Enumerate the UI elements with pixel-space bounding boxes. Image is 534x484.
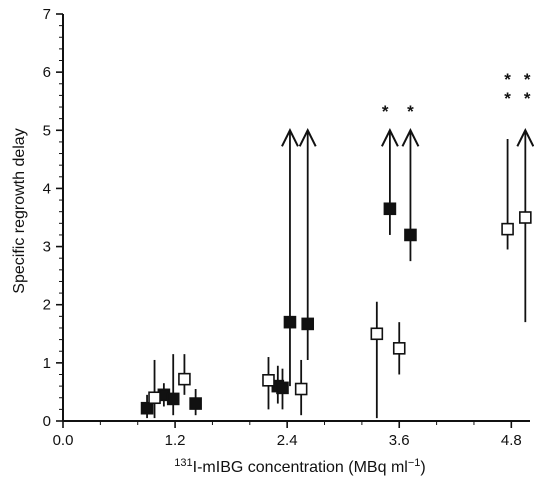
filled-square-marker bbox=[383, 202, 397, 216]
open-square-marker bbox=[178, 372, 191, 386]
open-square-marker bbox=[519, 211, 532, 224]
x-tick-label: 1.2 bbox=[165, 432, 186, 449]
x-axis-title-main: I-mIBG concentration (MBq ml bbox=[193, 459, 408, 476]
x-tick-label: 3.6 bbox=[389, 432, 410, 449]
filled-square-marker bbox=[166, 392, 180, 406]
x-axis-title-close: ) bbox=[420, 459, 425, 476]
y-tick-label: 3 bbox=[43, 239, 51, 256]
x-axis-title-prefix: 131 bbox=[174, 457, 192, 469]
filled-square-marker bbox=[140, 401, 154, 415]
y-tick-label: 6 bbox=[43, 64, 51, 81]
x-axis-title-exponent: −1 bbox=[408, 457, 421, 469]
x-axis-title: 131I-mIBG concentration (MBq ml−1) bbox=[174, 457, 425, 476]
significance-star: * bbox=[504, 89, 511, 108]
filled-square-marker bbox=[189, 397, 202, 410]
filled-square-marker bbox=[283, 315, 297, 329]
arrow-head bbox=[516, 128, 534, 147]
significance-star: * bbox=[407, 102, 414, 121]
significance-star: * bbox=[382, 102, 389, 121]
significance-star: * bbox=[524, 70, 531, 89]
y-tick-label: 2 bbox=[43, 297, 51, 314]
arrow-head bbox=[298, 128, 317, 147]
open-square-marker bbox=[392, 342, 406, 355]
significance-star: * bbox=[524, 89, 531, 108]
y-tick-label: 7 bbox=[43, 6, 51, 23]
y-tick-label: 5 bbox=[43, 122, 51, 139]
y-tick-label: 4 bbox=[43, 180, 51, 197]
y-tick-label: 1 bbox=[43, 355, 51, 372]
significance-star: * bbox=[504, 70, 511, 89]
filled-square-marker bbox=[276, 381, 289, 395]
filled-square-marker bbox=[301, 317, 315, 331]
arrow-head bbox=[281, 128, 299, 147]
y-axis-title: Specific regrowth delay bbox=[11, 128, 28, 293]
open-square-marker bbox=[370, 327, 384, 341]
x-tick-label: 2.4 bbox=[277, 432, 298, 449]
arrow-head bbox=[401, 128, 420, 147]
open-square-marker bbox=[262, 373, 275, 387]
open-square-marker bbox=[148, 391, 161, 405]
open-square-marker bbox=[294, 382, 308, 396]
filled-square-marker bbox=[404, 228, 417, 242]
y-tick-label: 0 bbox=[43, 413, 51, 430]
open-square-marker bbox=[501, 222, 514, 236]
x-tick-label: 4.8 bbox=[501, 432, 522, 449]
arrow-head bbox=[381, 128, 399, 147]
x-tick-label: 0.0 bbox=[53, 432, 74, 449]
